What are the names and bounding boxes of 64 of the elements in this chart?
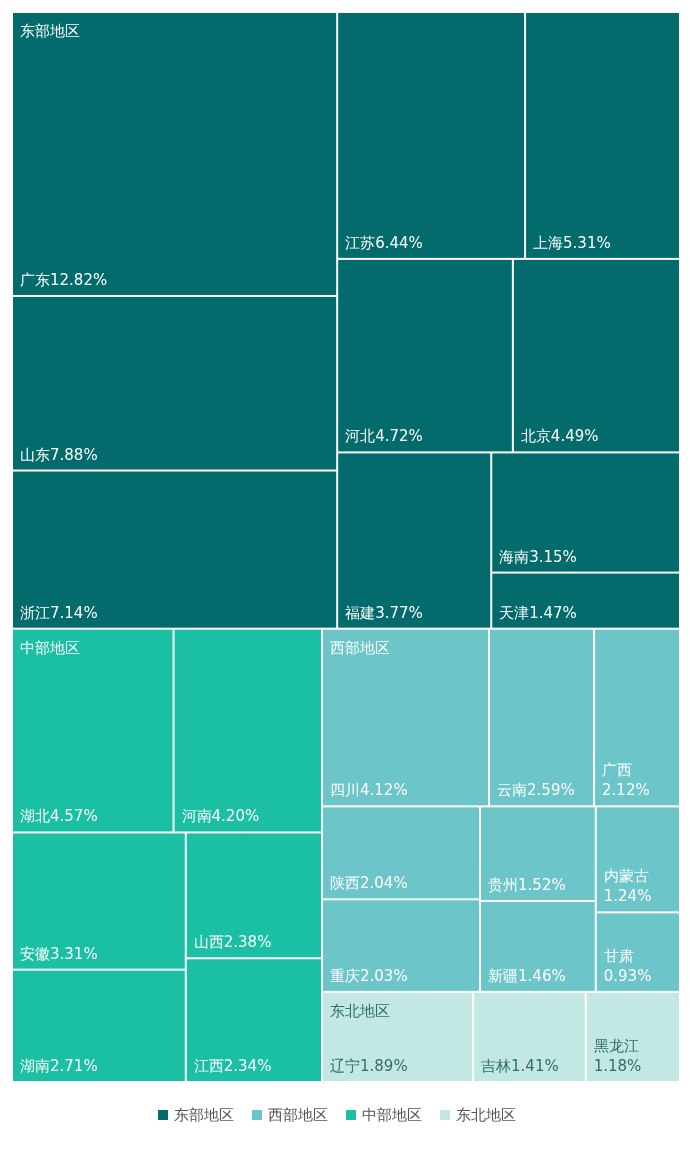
data-label: 4.12%: [360, 781, 408, 800]
legend-label: 西部地区: [268, 1106, 328, 1124]
text: 西部地区: [330, 638, 391, 657]
text: 东北地区: [330, 1001, 391, 1020]
data-label: 12.82%: [50, 270, 108, 289]
data-label: 2.04%: [360, 874, 408, 893]
data-label: 1.46%: [518, 966, 566, 985]
category-label: 湖南: [20, 1057, 50, 1075]
data-label: 3.77%: [375, 603, 423, 622]
category-label: 山东: [20, 445, 50, 464]
data-label: 7.88%: [50, 445, 98, 464]
data-label: 2.03%: [360, 966, 408, 985]
data-label: 0.93%: [603, 966, 652, 985]
category-label: 甘肃: [603, 946, 634, 965]
data-label: 1.18%: [593, 1057, 642, 1075]
data-label: 2.59%: [527, 781, 575, 800]
category-label: 贵州: [488, 875, 519, 894]
category-label: 云南: [497, 781, 528, 800]
category-label: 吉林: [481, 1057, 512, 1075]
category-label: 江苏: [345, 233, 376, 252]
category-label: 黑龙江: [593, 1037, 639, 1055]
data-label: 2.12%: [602, 781, 650, 800]
data-label: 5.31%: [563, 233, 611, 252]
data-label: 2.38%: [223, 933, 272, 952]
category-label: 山西: [193, 933, 224, 952]
category-label: 广西: [602, 761, 633, 780]
category-label: 海南: [499, 547, 530, 566]
category-label: 福建: [345, 603, 376, 622]
category-label: 天津: [499, 603, 530, 622]
category-label: 浙江: [20, 603, 50, 622]
data-label: 2.34%: [223, 1057, 272, 1075]
data-label: 2.71%: [50, 1057, 98, 1075]
legend-label: 中部地区: [362, 1106, 422, 1124]
data-label: 1.24%: [603, 887, 652, 906]
category-label: 内蒙古: [603, 867, 649, 886]
category-label: 河北: [345, 427, 376, 446]
legend-label: 东北地区: [456, 1106, 516, 1124]
data-label: 1.52%: [518, 875, 566, 894]
category-label: 江西: [193, 1057, 224, 1075]
category-label: 北京: [520, 427, 551, 446]
data-label: 4.20%: [211, 807, 260, 826]
category-label: 上海: [533, 233, 564, 252]
legend-label: 东部地区: [174, 1106, 234, 1124]
data-label: 3.15%: [529, 547, 577, 566]
category-label: 安徽: [20, 944, 50, 963]
data-label: 6.44%: [375, 233, 423, 252]
category-label: 河南: [181, 807, 212, 826]
data-label: 1.89%: [360, 1057, 408, 1075]
text: 中部地区: [20, 638, 80, 657]
data-label: 1.41%: [511, 1057, 559, 1075]
category-label: 四川: [330, 781, 361, 800]
data-label: 7.14%: [50, 603, 98, 622]
text: 东部地区: [20, 22, 80, 40]
category-label: 新疆: [488, 966, 519, 985]
category-label: 陕西: [330, 874, 361, 893]
data-label: 4.49%: [550, 427, 599, 446]
category-label: 重庆: [330, 966, 361, 985]
category-label: 广东: [20, 270, 50, 289]
data-label: 3.31%: [50, 944, 98, 963]
category-label: 湖北: [20, 807, 50, 826]
data-label: 4.72%: [375, 427, 423, 446]
category-label: 辽宁: [330, 1057, 361, 1075]
data-label: 4.57%: [50, 807, 98, 826]
data-label: 1.47%: [529, 603, 577, 622]
